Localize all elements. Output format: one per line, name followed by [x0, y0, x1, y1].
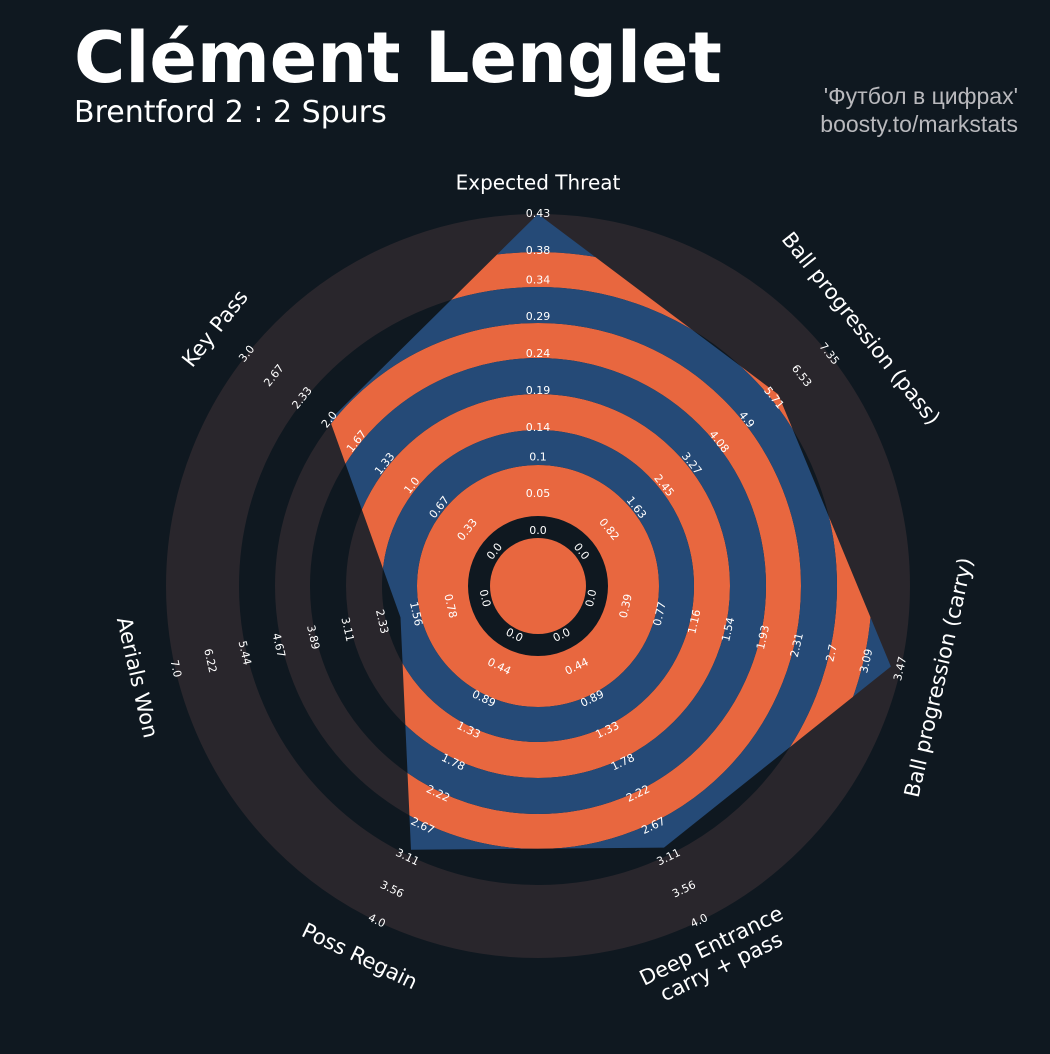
chart-title: Clément Lenglet	[74, 17, 722, 99]
annotation: 'Футбол в цифрах'	[824, 83, 1018, 109]
tick-label: 0.0	[583, 588, 600, 608]
ring	[417, 465, 659, 707]
tick-label: 2.31	[788, 632, 806, 659]
tick-label: 3.11	[338, 616, 356, 643]
tick-label: 0.05	[526, 487, 551, 500]
tick-label: 0.0	[477, 588, 494, 608]
tick-label: 0.24	[526, 347, 551, 360]
tick-label: 2.33	[373, 608, 391, 635]
chart-subtitle: Brentford 2 : 2 Spurs	[74, 95, 387, 130]
tick-label: 1.93	[754, 624, 772, 651]
tick-label: 1.54	[719, 616, 737, 643]
tick-label: 0.1	[529, 450, 547, 463]
tick-label: 2.7	[823, 643, 840, 663]
tick-label: 3.09	[857, 648, 875, 675]
ring	[329, 287, 837, 850]
tick-label: 0.19	[526, 384, 551, 397]
tick-label: 0.43	[526, 207, 551, 220]
ring	[329, 323, 801, 849]
ring	[382, 430, 694, 742]
annotation: boosty.to/markstats	[820, 111, 1018, 137]
ring	[329, 358, 766, 814]
tick-label: 0.38	[526, 244, 551, 257]
axis-label: Expected Threat	[456, 171, 621, 195]
tick-label: 7.0	[168, 659, 185, 679]
tick-label: 3.47	[891, 655, 909, 682]
tick-label: 6.22	[201, 647, 219, 674]
tick-label: 0.29	[526, 310, 551, 323]
tick-label: 0.39	[617, 593, 635, 620]
tick-label: 0.34	[526, 273, 551, 286]
tick-label: 5.44	[236, 640, 254, 667]
ring	[329, 252, 872, 850]
ring	[329, 214, 891, 850]
tick-label: 3.89	[304, 624, 322, 651]
tick-label: 0.78	[441, 593, 459, 620]
tick-label: 1.16	[685, 608, 703, 635]
tick-label: 1.56	[407, 600, 425, 627]
center-disc	[490, 538, 586, 634]
tick-label: 0.77	[651, 600, 669, 627]
tick-label: 4.67	[270, 632, 288, 659]
radar-fill	[329, 214, 891, 850]
tick-label: 0.14	[526, 421, 551, 434]
tick-label: 0.0	[529, 524, 547, 537]
